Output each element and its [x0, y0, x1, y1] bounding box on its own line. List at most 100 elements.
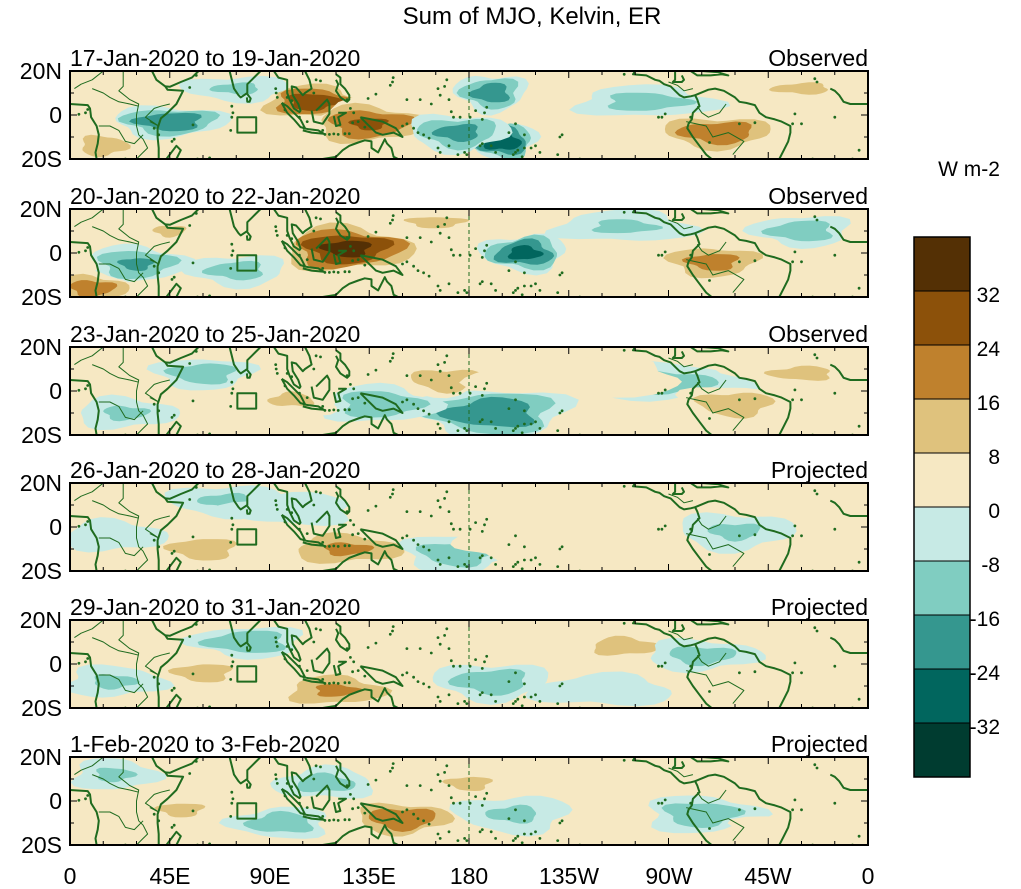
island-dot — [363, 811, 367, 815]
island-dot — [274, 229, 278, 233]
island-dot — [494, 563, 497, 566]
island-dot — [791, 808, 794, 812]
y-tick-label: 20N — [20, 470, 62, 496]
axis-ticks — [69, 70, 869, 160]
island-dot — [443, 223, 446, 226]
island-dot — [321, 815, 325, 818]
island-dot — [305, 396, 309, 399]
island-dot — [514, 289, 517, 292]
island-dot — [422, 819, 425, 823]
coastline — [165, 620, 200, 637]
island-dot — [494, 289, 497, 292]
island-dot — [312, 91, 316, 95]
map-panel: 20N 0 20S 17-Jan-2020 to 19-Jan-2020 Observe… — [20, 45, 869, 172]
island-dot — [401, 673, 404, 677]
coastline — [694, 87, 792, 159]
country-border — [144, 241, 170, 265]
island-dot — [793, 524, 797, 528]
island-dot — [401, 124, 404, 128]
island-dot — [523, 422, 526, 426]
island-dot — [351, 259, 354, 263]
island-dot — [363, 125, 367, 129]
island-dot — [84, 387, 87, 391]
island-dot — [274, 367, 278, 371]
y-tick-label: 20N — [20, 58, 62, 84]
island-dot — [663, 798, 667, 802]
island-dot — [363, 401, 367, 405]
coastline — [694, 225, 792, 297]
y-tick-label: 20S — [21, 422, 62, 448]
island-dot — [343, 270, 347, 274]
island-dot — [558, 821, 562, 825]
colorbar — [913, 236, 971, 778]
island-dot — [507, 131, 511, 135]
island-dot — [194, 760, 198, 763]
coastline — [359, 116, 404, 138]
coastline — [302, 403, 325, 411]
island-dot — [516, 697, 520, 701]
island-dot — [231, 523, 235, 527]
island-dot — [465, 702, 469, 705]
coastline — [332, 111, 347, 127]
island-dot — [283, 384, 287, 388]
x-tick-label: 135W — [539, 863, 599, 889]
island-dot — [416, 543, 420, 546]
y-tick-label: 20S — [21, 832, 62, 858]
panel-period: 20-Jan-2020 to 22-Jan-2020 — [70, 183, 360, 209]
y-tick-label: 20S — [21, 558, 62, 584]
island-dot — [374, 368, 378, 372]
island-dot — [230, 380, 234, 384]
coastline — [310, 784, 331, 811]
island-dot — [314, 764, 318, 768]
island-dot — [689, 664, 693, 668]
island-dot — [622, 72, 626, 76]
island-dot — [351, 670, 354, 674]
island-dot — [401, 262, 404, 266]
island-dot — [478, 144, 482, 148]
island-dot — [323, 819, 327, 822]
island-dot — [534, 693, 537, 697]
coastline — [245, 369, 252, 379]
panel-status: Observed — [768, 183, 868, 209]
island-dot — [438, 700, 442, 703]
island-dot — [438, 505, 442, 509]
island-dot — [347, 270, 351, 274]
island-dot — [351, 807, 354, 811]
coastline — [302, 539, 325, 547]
island-dot — [529, 422, 533, 426]
anomaly-contour — [82, 134, 131, 158]
island-dot — [86, 794, 90, 797]
island-dot — [290, 511, 294, 515]
coastline — [165, 830, 182, 845]
island-dot — [494, 151, 497, 154]
island-dot — [523, 832, 526, 836]
island-dot — [336, 271, 340, 274]
island-dot — [738, 671, 741, 675]
island-dot — [405, 671, 409, 675]
coastline — [829, 363, 868, 381]
anomaly-contour — [129, 112, 202, 132]
island-dot — [191, 809, 195, 813]
island-dot — [405, 98, 409, 101]
island-dot — [401, 400, 404, 404]
anomaly-contour — [528, 487, 692, 519]
island-dot — [452, 664, 455, 668]
island-dot — [458, 253, 462, 257]
island-dot — [345, 510, 349, 513]
island-dot — [793, 112, 797, 116]
country-border — [696, 789, 727, 804]
island-dot — [366, 373, 370, 376]
island-dot — [274, 225, 278, 229]
island-dot — [416, 817, 420, 820]
island-dot — [191, 123, 195, 127]
island-dot — [314, 490, 318, 494]
island-dot — [523, 284, 526, 288]
country-border — [98, 674, 144, 694]
island-dot — [516, 424, 520, 428]
country-border — [74, 483, 104, 502]
country-border — [144, 103, 170, 127]
island-dot — [660, 527, 664, 531]
island-dot — [456, 291, 460, 294]
island-dot — [366, 97, 370, 100]
island-dot — [349, 383, 352, 386]
